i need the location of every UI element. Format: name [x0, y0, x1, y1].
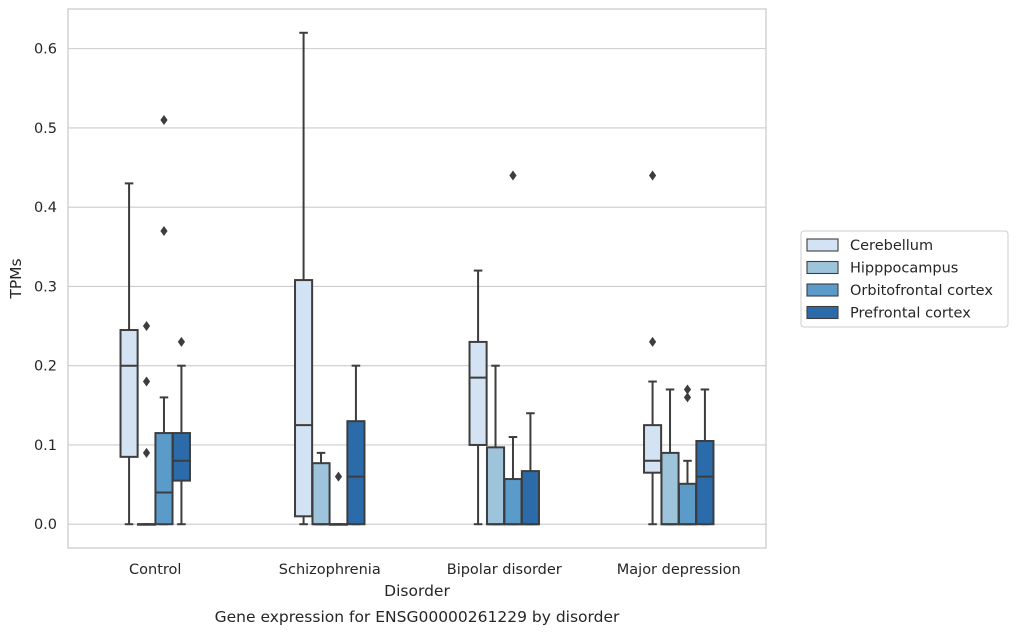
outlier-point [648, 336, 657, 347]
legend-swatch [806, 283, 839, 297]
box [660, 388, 680, 526]
box-body [485, 446, 506, 526]
box-layer [119, 31, 715, 526]
box [346, 364, 366, 526]
outlier-point [160, 114, 168, 125]
y-axis-title: TPMs [7, 258, 25, 299]
box [695, 388, 715, 526]
x-tick-label: Major depression [617, 562, 741, 578]
outlier-point [142, 447, 151, 458]
box [136, 321, 157, 526]
box-body [677, 482, 698, 526]
y-tick-label: 0.3 [34, 279, 57, 295]
y-tick-label: 0.0 [34, 517, 57, 533]
y-tick-label: 0.6 [34, 42, 57, 58]
outlier-point [142, 376, 151, 387]
y-tick-label: 0.1 [34, 438, 57, 454]
box-body [294, 279, 314, 518]
box [294, 31, 314, 526]
box [520, 412, 540, 526]
box [328, 471, 349, 526]
box-body [643, 424, 663, 474]
legend-label: Prefrontal cortex [850, 306, 971, 322]
box-body [171, 432, 191, 482]
y-tick-label: 0.5 [34, 121, 57, 137]
box-body [346, 420, 366, 526]
box [677, 384, 698, 526]
outlier-point [142, 321, 151, 332]
legend-label: Hipppocampus [850, 261, 958, 277]
outlier-point [648, 170, 657, 181]
box-body [119, 329, 139, 458]
box [119, 182, 139, 526]
x-tick-label: Schizophrenia [279, 562, 381, 578]
outlier-point [177, 336, 186, 347]
legend-swatch [806, 238, 839, 252]
box-body [695, 439, 715, 526]
legend-label: Orbitofrontal cortex [850, 283, 993, 299]
legend-label: Cerebellum [850, 238, 933, 254]
chart-caption: Gene expression for ENSG00000261229 by d… [215, 608, 620, 626]
box-body [503, 478, 523, 526]
y-tick-label: 0.2 [34, 359, 57, 375]
outlier-point [160, 225, 168, 236]
y-tick-label: 0.4 [34, 200, 57, 216]
x-axis-title: Disorder [384, 582, 450, 600]
plot-frame [67, 8, 767, 549]
box [643, 170, 663, 526]
box [154, 114, 174, 526]
outlier-point [683, 384, 692, 395]
box-body [660, 451, 680, 526]
x-tick-label: Bipolar disorder [447, 562, 562, 578]
box [171, 336, 191, 526]
outlier-point [683, 392, 692, 403]
box [468, 269, 488, 526]
outlier-point [334, 471, 343, 482]
legend-frame [800, 230, 1009, 328]
box-body [311, 462, 331, 526]
y-axis: 0.0 0.1 0.2 0.3 0.4 0.5 0.6 [34, 42, 57, 534]
legend-swatch [806, 305, 839, 320]
outlier-point [509, 170, 517, 181]
x-axis: Control Schizophrenia Bipolar disorder Majo… [129, 562, 741, 578]
box [311, 451, 331, 526]
box-body [468, 340, 488, 446]
box [503, 170, 523, 526]
box-body [154, 432, 174, 526]
box-body [520, 470, 540, 526]
legend-swatch [806, 260, 839, 275]
legend: Cerebellum Hipppocampus Orbitofrontal cort… [800, 230, 1009, 328]
x-tick-label: Control [129, 562, 181, 578]
